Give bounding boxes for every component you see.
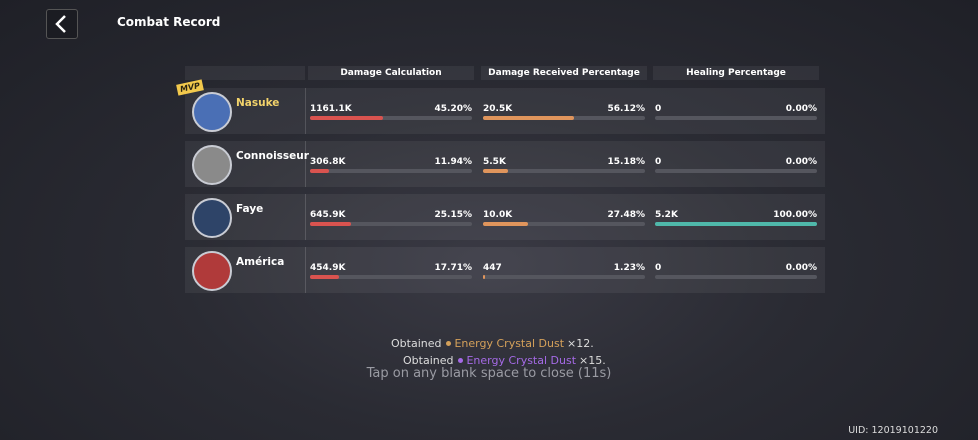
stat-value: 5.2K <box>655 210 678 220</box>
player-name: América <box>236 256 285 268</box>
stat-percent: 27.48% <box>607 210 646 220</box>
column-header: Healing Percentage <box>653 66 819 80</box>
reward-count: ×15. <box>579 354 606 367</box>
stat-value: 10.0K <box>483 210 513 220</box>
column-header: Damage Received Percentage <box>481 66 647 80</box>
stat-percent: 100.00% <box>773 210 817 220</box>
separator <box>305 247 306 293</box>
bar-track <box>483 275 645 279</box>
header-cell <box>185 66 305 80</box>
avatar <box>192 251 232 291</box>
stat-percent: 25.15% <box>434 210 473 220</box>
bar-track <box>310 222 472 226</box>
bar-track <box>310 169 472 173</box>
stat-value: 454.9K <box>310 263 346 273</box>
stat-percent: 45.20% <box>434 104 473 114</box>
reward-item: Energy Crystal Dust <box>466 354 577 367</box>
mvp-badge: MVP <box>176 79 204 96</box>
player-row: América 454.9K 17.71% 447 1.23% 0 0.00% <box>185 247 825 293</box>
bar-track <box>655 116 817 120</box>
back-icon <box>55 15 66 33</box>
bar-fill <box>310 169 330 173</box>
player-row: Connoisseur 306.8K 11.94% 5.5K 15.18% 0 0.00% <box>185 141 825 187</box>
bar-fill <box>655 222 817 226</box>
stat-value: 20.5K <box>483 104 513 114</box>
stat-value: 645.9K <box>310 210 346 220</box>
back-button[interactable] <box>46 9 78 39</box>
bar-fill <box>310 222 351 226</box>
reward-label: Obtained <box>403 354 454 367</box>
bar-track <box>310 275 472 279</box>
stat-value: 0 <box>655 157 662 167</box>
bar-track <box>655 222 817 226</box>
stat-percent: 0.00% <box>785 157 817 167</box>
stat-percent: 15.18% <box>607 157 646 167</box>
avatar <box>192 198 232 238</box>
reward-count: ×12. <box>567 337 594 350</box>
stat-value: 1161.1K <box>310 104 352 114</box>
bar-fill <box>310 116 384 120</box>
stat-percent: 11.94% <box>434 157 473 167</box>
player-row: Faye 645.9K 25.15% 10.0K 27.48% 5.2K 100.00% <box>185 194 825 240</box>
separator <box>305 194 306 240</box>
item-dot <box>458 358 464 363</box>
bar-track <box>483 169 645 173</box>
bar-track <box>655 275 817 279</box>
bar-fill <box>483 275 485 279</box>
separator <box>305 141 306 187</box>
close-hint[interactable]: Tap on any blank space to close (11s) <box>366 366 612 381</box>
bar-track <box>483 116 645 120</box>
stat-value: 447 <box>483 263 502 273</box>
stat-value: 306.8K <box>310 157 346 167</box>
player-name: Nasuke <box>236 97 280 109</box>
stat-percent: 1.23% <box>613 263 645 273</box>
title: Combat Record <box>117 15 221 29</box>
stat-value: 5.5K <box>483 157 506 167</box>
stat-value: 0 <box>655 263 662 273</box>
player-name: Faye <box>236 203 264 215</box>
reward-label: Obtained <box>391 337 442 350</box>
column-header: Damage Calculation <box>308 66 474 80</box>
bar-track <box>655 169 817 173</box>
bar-track <box>310 116 472 120</box>
player-name: Connoisseur <box>236 150 309 162</box>
item-dot <box>446 341 452 346</box>
bar-fill <box>310 275 339 279</box>
stat-percent: 0.00% <box>785 263 817 273</box>
stat-percent: 56.12% <box>607 104 646 114</box>
reward-item: Energy Crystal Dust <box>454 337 565 350</box>
stat-percent: 0.00% <box>785 104 817 114</box>
avatar <box>192 92 232 132</box>
bar-track <box>483 222 645 226</box>
bar-fill <box>483 222 528 226</box>
avatar <box>192 145 232 185</box>
bar-fill <box>483 116 574 120</box>
player-row: MVP Nasuke 1161.1K 45.20% 20.5K 56.12% 0 0.00% <box>176 79 825 134</box>
bar-fill <box>483 169 508 173</box>
uid: UID: 12019101220 <box>848 425 938 436</box>
reward-line: Obtained Energy Crystal Dust ×12. <box>391 337 594 350</box>
reward-line: Obtained Energy Crystal Dust ×15. <box>403 354 606 367</box>
stat-percent: 17.71% <box>434 263 473 273</box>
separator <box>305 88 306 134</box>
stat-value: 0 <box>655 104 662 114</box>
